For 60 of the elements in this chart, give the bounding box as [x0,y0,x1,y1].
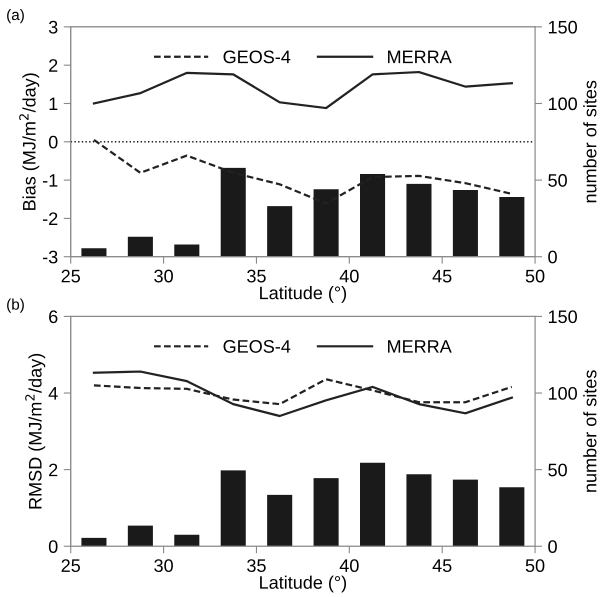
bar [128,526,153,546]
y2-tick-label: 100 [548,386,577,400]
x-tick-label: 45 [432,270,452,282]
bar [406,184,432,257]
x-tick-label: 35 [247,270,266,282]
y-tick-label: -3 [42,250,58,264]
text: (a) [7,8,24,24]
y-tick-label: -1 [42,174,58,187]
y2-tick-label: 150 [548,20,577,34]
y2-tick-label: 50 [548,464,567,476]
x-tick-label: 50 [526,559,544,572]
y-tick-label: 4 [48,387,58,400]
bar [174,534,200,546]
x-tick-label: 25 [62,559,80,572]
bar [406,474,432,546]
bar [267,494,292,546]
y2-tick-label: 0 [548,540,557,553]
text: (b) [7,298,24,313]
legend-label: GEOS-4 [224,340,290,353]
bar [499,487,524,546]
x-tick-label: 25 [62,270,80,282]
x-tick-label: 30 [154,270,173,282]
y2-tick-label: 100 [548,97,577,110]
x-tick-label: 30 [154,559,173,572]
y-axis-title: Bias (MJ/m$^{2}$/day) [19,73,40,210]
bar [452,190,478,257]
bar [267,206,292,257]
y-tick-label: 2 [49,464,58,476]
x-tick-label: 40 [340,270,359,282]
bar [314,478,339,546]
bar [360,462,386,546]
x-tick-label: 40 [340,559,359,572]
y-tick-label: 6 [49,310,58,324]
x-axis-title: Latitude (°) [260,576,346,592]
bar [128,236,153,257]
y-tick-label: 2 [49,59,58,72]
y2-axis-title: number of sites [583,370,596,492]
y-tick-label: 0 [48,540,58,553]
bar [174,244,200,257]
line-series [92,370,513,418]
y-axis-title: RMSD (MJ/m$^{2}$/day) [25,354,46,508]
legend-label: MERRA [388,340,452,353]
y-tick-label: -2 [42,212,58,225]
y2-tick-label: 50 [548,174,567,187]
x-tick-label: 50 [526,270,544,282]
y-tick-label: 3 [48,20,58,34]
y2-tick-label: 0 [548,250,557,264]
bar [452,480,478,546]
x-axis-title: Latitude (°) [260,286,346,303]
legend-label: MERRA [388,50,452,64]
y-tick-label: 1 [50,98,58,110]
bar [220,470,246,546]
bar [499,196,524,257]
y2-tick-label: 150 [548,310,577,324]
x-tick-label: 35 [247,559,266,572]
x-tick-label: 45 [432,559,452,572]
y-tick-label: 0 [48,136,58,149]
y2-axis-title: number of sites [583,80,596,202]
line-series [92,70,513,110]
legend-label: GEOS-4 [224,50,290,64]
